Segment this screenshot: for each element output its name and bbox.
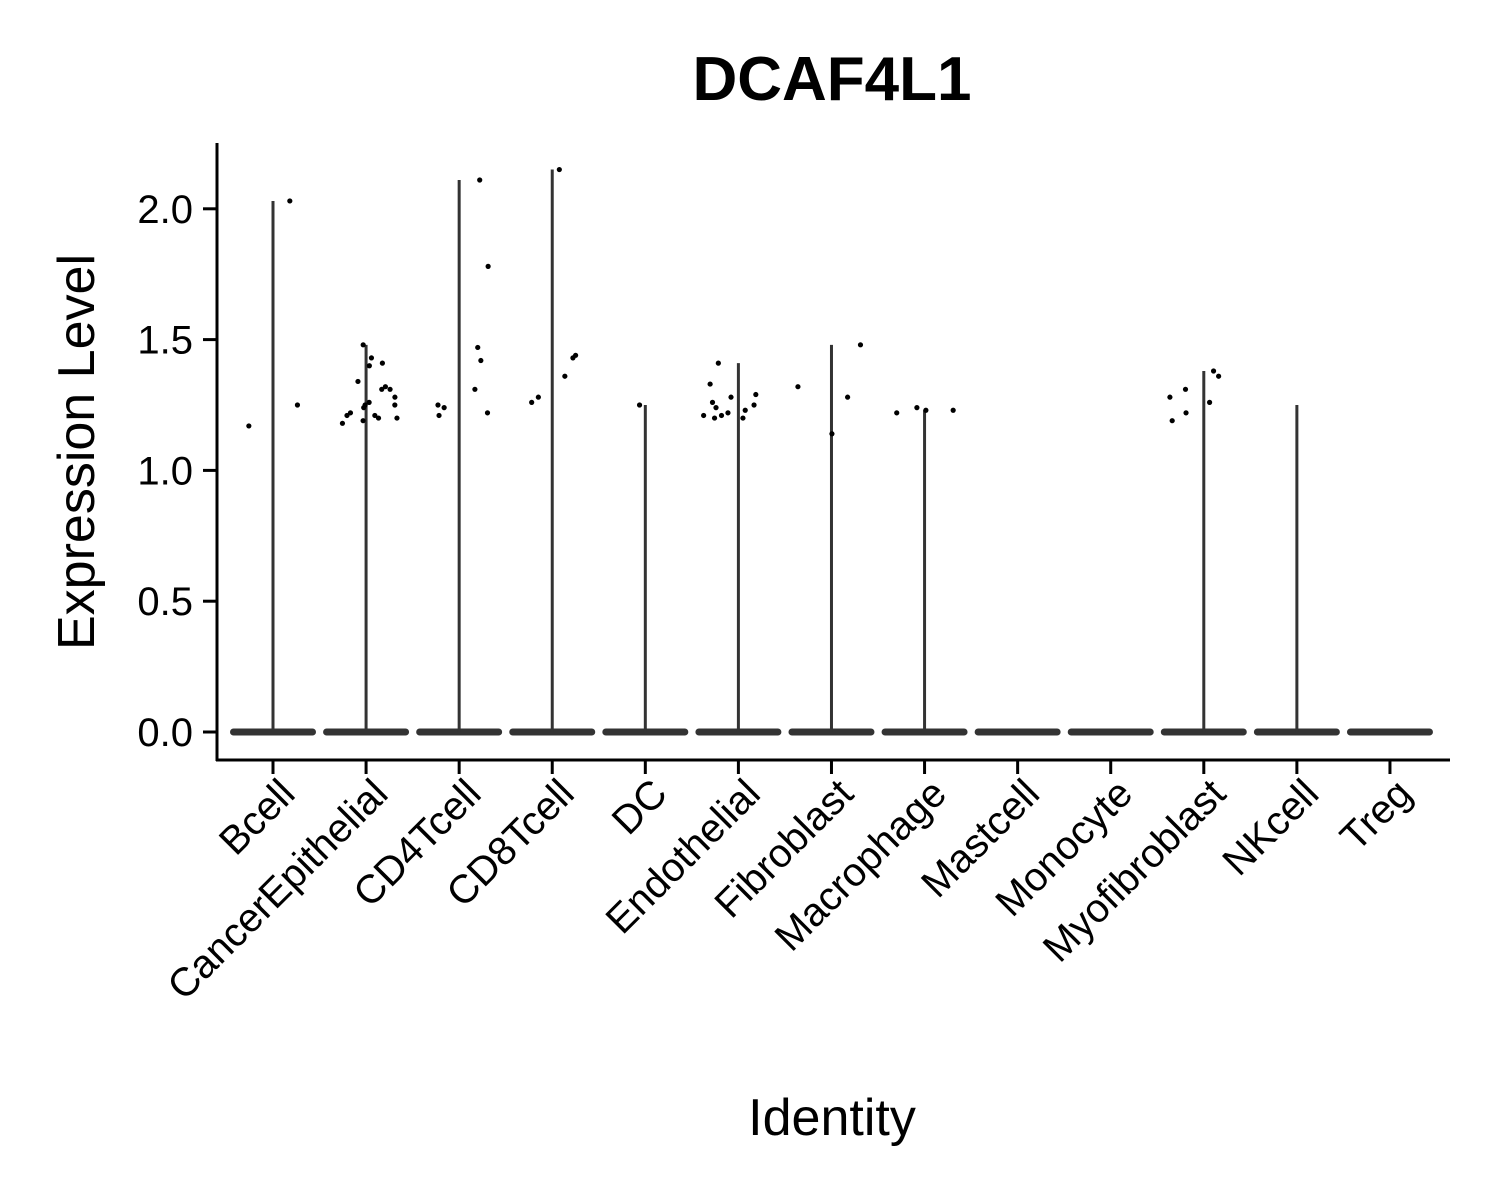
data-point	[387, 386, 393, 392]
data-point	[570, 355, 576, 361]
data-point	[368, 355, 375, 361]
data-point	[246, 423, 252, 429]
data-point	[379, 360, 385, 366]
data-point	[636, 402, 643, 408]
data-point	[339, 420, 346, 426]
data-point	[355, 378, 361, 385]
y-axis-title: Expression Level	[48, 254, 106, 650]
data-point	[857, 342, 864, 348]
plot-area	[230, 166, 1433, 736]
data-point	[477, 177, 483, 183]
data-point	[366, 363, 372, 369]
y-tick-label: 0.5	[137, 580, 193, 624]
data-point	[556, 166, 562, 173]
data-point	[829, 431, 835, 437]
data-point	[753, 391, 759, 398]
data-point	[529, 399, 535, 405]
data-point	[360, 418, 366, 424]
data-point	[1210, 368, 1217, 374]
data-point	[379, 386, 385, 392]
violin-Endothelial	[695, 360, 782, 736]
violin-Monocyte	[1067, 728, 1154, 736]
data-point	[713, 405, 719, 411]
x-tick-label: NKcell	[1214, 771, 1327, 884]
data-point	[366, 399, 372, 405]
data-point	[287, 198, 293, 204]
data-point	[392, 394, 398, 400]
violin-Treg	[1346, 728, 1433, 736]
data-point	[740, 415, 746, 421]
y-tick-label: 0.0	[137, 711, 193, 755]
violin-Bcell	[230, 198, 316, 736]
data-point	[711, 415, 718, 421]
violin-base	[1067, 728, 1154, 736]
y-tick-label: 2.0	[137, 188, 193, 232]
data-point	[372, 412, 378, 419]
data-point	[923, 407, 929, 413]
data-point	[1169, 418, 1175, 424]
violin-CD4Tcell	[416, 177, 503, 736]
violin-DC	[602, 402, 689, 736]
data-point	[375, 415, 382, 421]
y-tick-label: 1.0	[137, 449, 193, 493]
data-point	[725, 410, 731, 416]
violin-NKcell	[1253, 405, 1340, 736]
data-point	[436, 412, 442, 419]
data-point	[475, 344, 481, 351]
violin-Mastcell	[974, 728, 1061, 736]
data-point	[950, 407, 956, 413]
data-point	[294, 402, 301, 408]
data-point	[472, 386, 478, 392]
data-point	[1216, 373, 1222, 379]
data-point	[707, 381, 713, 387]
data-point	[361, 405, 367, 411]
y-axis-ticks: 0.0 0.5 1.0 1.5 2.0	[137, 188, 217, 755]
x-tick-label: DC	[604, 771, 676, 843]
y-tick-label: 1.5	[137, 319, 193, 363]
violin-Macrophage	[881, 405, 968, 736]
data-point	[485, 263, 491, 269]
data-point	[535, 394, 541, 400]
data-point	[894, 410, 900, 416]
data-point	[1183, 410, 1189, 416]
violin-Fibroblast	[788, 342, 875, 736]
data-point	[1206, 399, 1213, 405]
data-point	[795, 384, 801, 390]
violin-CD8Tcell	[509, 166, 596, 736]
data-point	[344, 412, 350, 419]
chart-title: DCAF4L1	[692, 45, 971, 114]
data-point	[478, 357, 484, 364]
data-point	[484, 410, 491, 416]
data-point	[392, 402, 398, 408]
data-point	[914, 405, 920, 411]
data-point	[360, 342, 366, 348]
data-point	[715, 360, 721, 366]
data-point	[709, 399, 716, 405]
data-point	[701, 412, 707, 419]
violin-base	[1346, 728, 1433, 736]
violin-base	[974, 728, 1061, 736]
data-point	[751, 402, 757, 408]
data-point	[742, 407, 748, 413]
x-axis-title: Identity	[748, 1089, 916, 1147]
data-point	[441, 405, 447, 411]
data-point	[562, 373, 568, 379]
data-point	[435, 402, 441, 408]
data-point	[1167, 394, 1173, 400]
data-point	[718, 412, 725, 419]
x-tick-label: Treg	[1332, 771, 1420, 859]
violin-Myofibroblast	[1160, 368, 1247, 736]
violin-CancerEpithelial	[323, 342, 410, 736]
data-point	[394, 415, 400, 421]
data-point	[382, 384, 389, 390]
data-point	[1182, 386, 1189, 392]
data-point	[845, 394, 851, 400]
data-point	[728, 394, 734, 400]
